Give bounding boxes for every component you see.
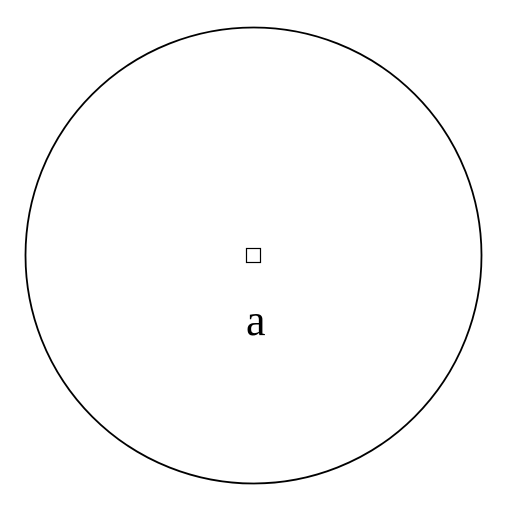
center-label: a xyxy=(246,295,266,346)
diagram-canvas xyxy=(0,0,507,511)
